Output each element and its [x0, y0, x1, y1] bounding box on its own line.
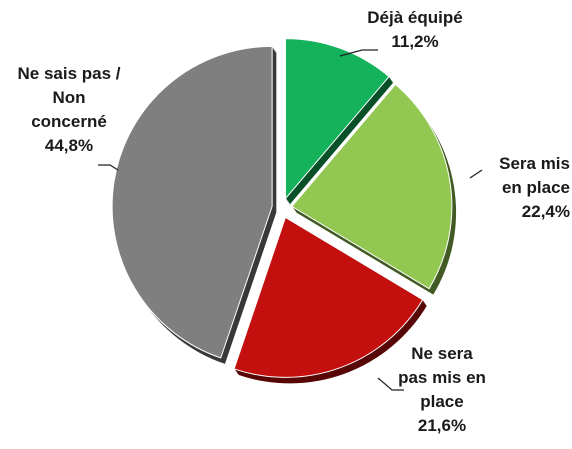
value-label: 22,4% [521, 202, 570, 221]
leader-line [469, 169, 483, 179]
slice [111, 45, 273, 359]
label-0: Déjà équipé 11,2% [360, 6, 470, 54]
leader-line [377, 377, 404, 391]
slices [111, 38, 457, 384]
leader-line [339, 49, 378, 57]
label-2: Ne sera pas mis en place 21,6% [396, 342, 488, 438]
label-3: Ne sais pas / Non concerné 44,8% [14, 62, 124, 158]
value-label: 21,6% [417, 416, 467, 435]
category-label: Ne sais pas / Non concerné [17, 64, 121, 131]
slice [284, 38, 390, 200]
category-label: Déjà équipé [367, 8, 463, 27]
leader-line [98, 164, 119, 171]
value-label: 44,8% [44, 136, 94, 155]
slice [291, 83, 453, 290]
value-label: 11,2% [391, 32, 439, 51]
category-label: Sera mis en place [499, 154, 570, 197]
label-1: Sera mis en place 22,4% [478, 152, 570, 224]
leaders [98, 49, 483, 391]
category-label: Ne sera pas mis en place [398, 344, 486, 411]
slice [233, 216, 424, 378]
